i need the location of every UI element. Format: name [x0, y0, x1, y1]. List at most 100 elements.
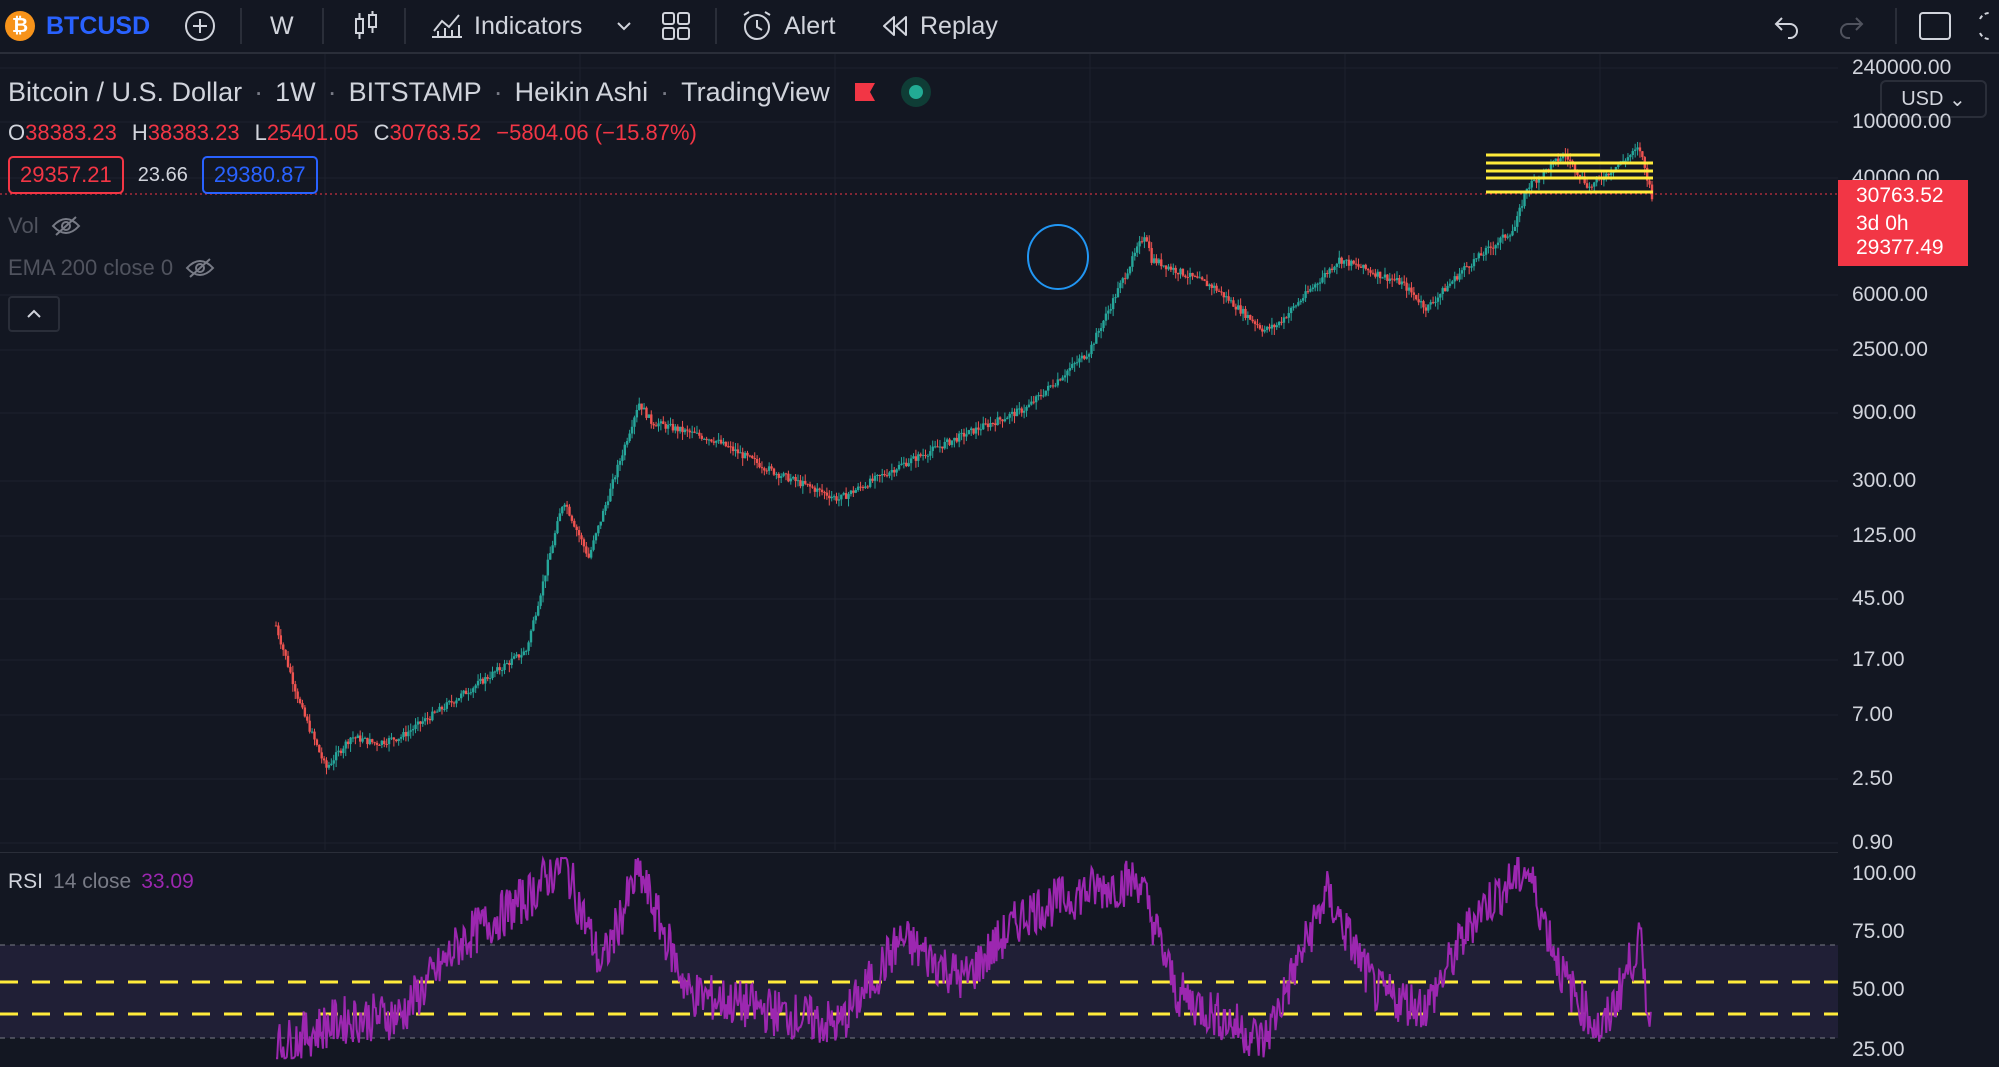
drawing-yellow-lines: [1486, 153, 1653, 194]
candle: [977, 421, 980, 436]
candle: [472, 686, 475, 698]
candle: [1629, 154, 1632, 162]
candle: [678, 426, 682, 434]
candle: [1484, 245, 1488, 261]
candle: [570, 514, 574, 524]
candle: [998, 416, 1002, 425]
currency-button[interactable]: USD ⌄: [1880, 80, 1987, 118]
candle: [799, 474, 802, 489]
bitcoin-logo-icon[interactable]: ₿: [5, 0, 35, 52]
candle: [402, 728, 405, 741]
legend-dot: ·: [254, 76, 264, 107]
candle: [306, 713, 309, 724]
candle: [681, 420, 684, 440]
candle: [1148, 235, 1151, 252]
candle: [808, 481, 812, 494]
candle: [1249, 314, 1252, 321]
rsi-legend[interactable]: RSI 14 close 33.09: [8, 870, 194, 894]
candle: [344, 739, 347, 757]
buy-button[interactable]: 29380.87: [201, 156, 318, 194]
candle: [840, 494, 843, 506]
candle: [1073, 361, 1076, 372]
candle: [760, 461, 764, 474]
candle: [568, 504, 571, 517]
candle: [955, 433, 958, 444]
candle: [1234, 303, 1238, 316]
candle: [508, 660, 511, 673]
vol-indicator-legend[interactable]: Vol: [8, 213, 81, 239]
candle: [1210, 283, 1213, 296]
candle: [496, 662, 499, 675]
candle: [1294, 304, 1298, 309]
candle: [1424, 304, 1428, 318]
chevron-up-icon: [27, 309, 41, 318]
candle: [1097, 328, 1100, 338]
collapse-legend-button[interactable]: [8, 296, 60, 332]
close-value: 30763.52: [389, 119, 482, 145]
fullscreen-icon[interactable]: [1918, 0, 1952, 52]
legend-dot: ·: [493, 76, 503, 107]
undo-icon[interactable]: [1772, 0, 1802, 52]
candle: [1357, 258, 1360, 270]
candle: [1393, 273, 1396, 282]
candle: [1383, 267, 1387, 281]
candle: [1107, 305, 1110, 320]
add-symbol-icon[interactable]: [183, 0, 217, 52]
candle: [1381, 276, 1384, 279]
candle: [332, 754, 335, 771]
candle: [717, 433, 720, 444]
ema-indicator-legend[interactable]: EMA 200 close 0: [8, 255, 215, 281]
candle: [729, 441, 732, 454]
candle: [1429, 299, 1432, 310]
replay-button[interactable]: Replay: [880, 0, 998, 52]
candle: [775, 471, 778, 480]
symbol-search-button[interactable]: BTCUSD: [46, 11, 151, 40]
market-status-icon[interactable]: [900, 76, 932, 108]
candles-icon[interactable]: [352, 0, 380, 52]
candle: [640, 403, 643, 416]
candle: [1412, 286, 1416, 301]
candle: [1398, 275, 1401, 285]
candle: [945, 437, 949, 450]
eye-hidden-icon[interactable]: [51, 215, 81, 237]
candle: [712, 437, 716, 446]
candle: [587, 547, 590, 559]
rsi-pane[interactable]: [0, 852, 1838, 1067]
flag-icon[interactable]: [852, 81, 878, 103]
candle: [1071, 357, 1074, 370]
high-key: H: [131, 119, 148, 145]
candle: [356, 733, 359, 739]
alert-button[interactable]: Alert: [740, 0, 835, 52]
candle: [1638, 142, 1642, 158]
candle: [688, 428, 691, 439]
layouts-icon[interactable]: [660, 0, 692, 52]
candle: [1458, 268, 1461, 283]
candle: [284, 649, 287, 660]
candle: [1001, 419, 1004, 428]
candle: [1152, 254, 1156, 264]
candle: [315, 738, 319, 747]
candle: [577, 526, 581, 543]
indicators-button[interactable]: Indicators: [430, 0, 582, 52]
sell-button[interactable]: 29357.21: [8, 156, 124, 194]
candle: [464, 687, 468, 695]
candle: [1631, 148, 1634, 160]
candle: [383, 737, 386, 748]
price-chart[interactable]: [0, 54, 1838, 850]
chart-legend-title[interactable]: Bitcoin / U.S. Dollar · 1W · BITSTAMP · …: [8, 76, 932, 108]
interval-button[interactable]: W: [270, 11, 294, 40]
redo-icon[interactable]: [1836, 0, 1866, 52]
candle: [986, 419, 990, 432]
candle: [1453, 271, 1456, 289]
candle: [1066, 369, 1069, 383]
candle: [561, 505, 564, 516]
candle: [433, 710, 436, 714]
candle: [1275, 322, 1278, 330]
chevron-down-icon[interactable]: [615, 0, 633, 52]
eye-hidden-icon[interactable]: [185, 257, 215, 279]
candle: [448, 699, 451, 705]
candle: [594, 532, 598, 544]
candle: [467, 687, 470, 701]
snapshot-icon[interactable]: [1978, 0, 1999, 52]
candle: [1287, 306, 1290, 324]
